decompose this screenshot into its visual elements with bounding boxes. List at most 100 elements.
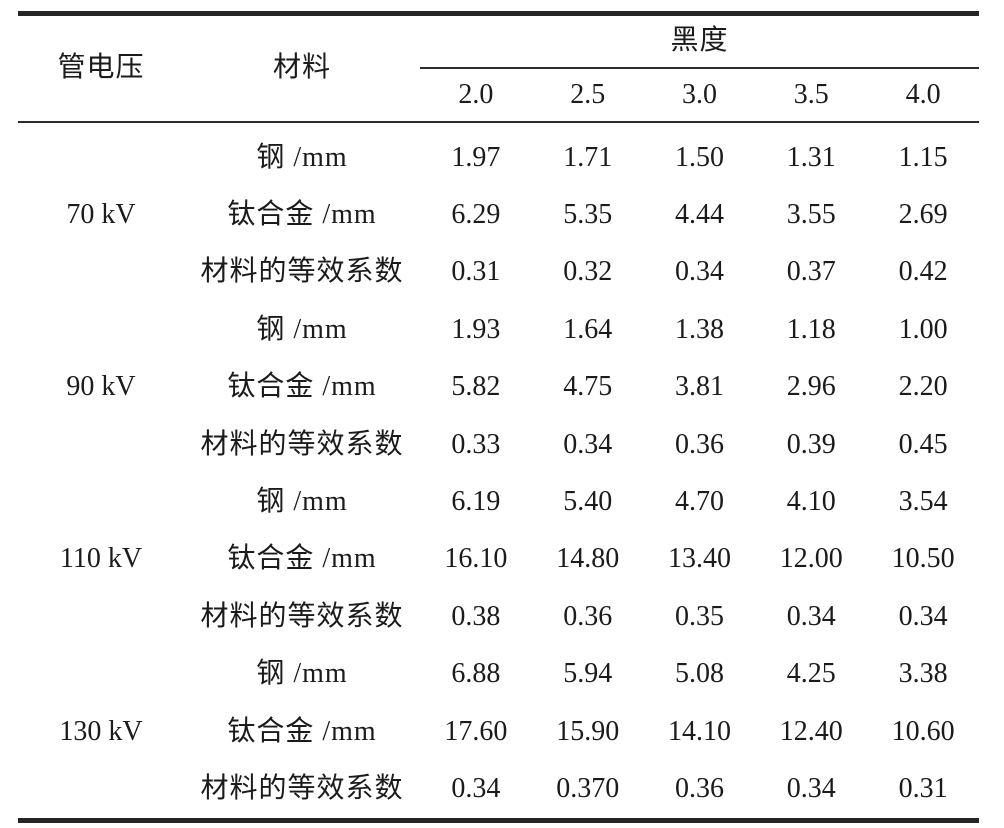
value-cell: 0.38 [451,600,501,632]
header-density-level: 3.0 [681,78,717,110]
value-cell: 5.82 [451,371,501,403]
value-cell: 1.31 [786,141,836,173]
table-row: 钛合金 /mm 5.82 4.75 3.81 2.96 2.20 [18,359,979,416]
value-cell: 0.45 [898,428,948,460]
value-cell: 0.34 [563,428,613,460]
value-cell: 5.08 [674,658,724,690]
table-row: 110 kV 钢 /mm 6.19 5.40 4.70 4.10 3.54 [18,473,979,574]
table-row: 材料的等效系数 0.38 0.36 0.35 0.34 0.34 [18,588,979,645]
value-cell: 0.34 [898,600,948,632]
table-row: 130 kV 钢 /mm 6.88 5.94 5.08 4.25 3.38 [18,646,979,746]
value-cell: 1.50 [674,141,724,173]
value-cell: 4.10 [786,485,836,517]
material-cell: 钢 /mm [256,141,348,173]
value-cell: 0.31 [451,256,501,288]
header-density-level: 3.5 [793,78,829,110]
value-cell: 0.34 [674,256,724,288]
value-cell: 0.31 [898,772,948,804]
value-cell: 12.00 [779,543,843,575]
table-row: 钛合金 /mm 6.29 5.35 4.44 3.55 2.69 [18,186,979,243]
header-density-group: 黑度 [420,13,980,69]
value-cell: 3.38 [898,658,948,690]
value-cell: 10.50 [891,543,955,575]
header-density-level: 2.0 [458,78,494,110]
material-cell: 材料的等效系数 [200,428,404,460]
header-row-levels: 2.0 2.5 3.0 3.5 4.0 [18,68,979,122]
header-voltage: 管电压 [57,52,145,84]
value-cell: 1.38 [674,313,724,345]
value-cell: 6.29 [451,198,501,230]
value-cell: 4.44 [674,198,724,230]
value-cell: 0.36 [674,772,724,804]
material-cell: 钛合金 /mm [227,371,377,403]
material-cell: 钢 /mm [256,485,348,517]
value-cell: 17.60 [444,715,508,747]
material-cell: 材料的等效系数 [200,772,404,804]
value-cell: 0.36 [563,600,613,632]
value-cell: 1.00 [898,313,948,345]
value-cell: 0.34 [786,772,836,804]
value-cell: 1.18 [786,313,836,345]
header-density-level: 4.0 [905,78,941,110]
value-cell: 3.81 [674,371,724,403]
density-equivalence-table: 管电压 材料 黑度 2.0 2.5 3.0 3.5 4.0 70 kV 钢 /m… [18,11,980,823]
value-cell: 4.75 [563,371,613,403]
header-row-top: 管电压 材料 黑度 [18,13,980,83]
voltage-cell: 90 kV [66,371,136,403]
value-cell: 0.370 [556,772,620,804]
material-cell: 钛合金 /mm [227,543,377,575]
value-cell: 0.36 [674,428,724,460]
value-cell: 3.55 [786,198,836,230]
material-cell: 材料的等效系数 [200,600,404,632]
value-cell: 13.40 [667,543,731,575]
value-cell: 0.39 [786,428,836,460]
value-cell: 4.25 [786,658,836,690]
table-row: 材料的等效系数 0.34 0.370 0.36 0.34 0.31 [18,760,979,820]
table-row: 材料的等效系数 0.31 0.32 0.34 0.37 0.42 [18,244,979,301]
value-cell: 2.20 [898,371,948,403]
value-cell: 12.40 [779,715,843,747]
material-cell: 材料的等效系数 [200,256,404,288]
table-row: 钛合金 /mm 17.60 15.90 14.10 12.40 10.60 [18,703,979,760]
value-cell: 6.19 [451,485,501,517]
value-cell: 1.64 [563,313,613,345]
table-header: 管电压 材料 黑度 2.0 2.5 3.0 3.5 4.0 [18,13,980,122]
header-density-level: 2.5 [570,78,606,110]
material-cell: 钢 /mm [256,313,348,345]
value-cell: 0.33 [451,428,501,460]
value-cell: 5.40 [563,485,613,517]
value-cell: 1.71 [563,141,613,173]
table-row: 90 kV 钢 /mm 1.93 1.64 1.38 1.18 1.00 [18,301,979,402]
value-cell: 0.37 [786,256,836,288]
value-cell: 2.69 [898,198,948,230]
header-material: 材料 [272,52,331,84]
value-cell: 4.70 [674,485,724,517]
table-row: 70 kV 钢 /mm 1.97 1.71 1.50 1.31 1.15 [18,122,979,230]
value-cell: 5.35 [563,198,613,230]
value-cell: 5.94 [563,658,613,690]
value-cell: 1.15 [898,141,948,173]
value-cell: 3.54 [898,485,948,517]
table-row: 钛合金 /mm 16.10 14.80 13.40 12.00 10.50 [18,531,979,588]
material-cell: 钛合金 /mm [227,198,377,230]
value-cell: 15.90 [556,715,620,747]
value-cell: 14.10 [667,715,731,747]
value-cell: 1.93 [451,313,501,345]
voltage-cell: 110 kV [59,543,143,575]
voltage-cell: 70 kV [66,198,136,230]
material-cell: 钢 /mm [256,658,348,690]
value-cell: 10.60 [891,715,955,747]
value-cell: 2.96 [786,371,836,403]
value-cell: 0.32 [563,256,613,288]
value-cell: 14.80 [556,543,620,575]
material-cell: 钛合金 /mm [227,715,377,747]
value-cell: 16.10 [444,543,508,575]
table-body: 70 kV 钢 /mm 1.97 1.71 1.50 1.31 1.15 钛合金… [18,122,979,820]
value-cell: 0.35 [674,600,724,632]
value-cell: 0.34 [786,600,836,632]
value-cell: 6.88 [451,658,501,690]
value-cell: 1.97 [451,141,501,173]
value-cell: 0.42 [898,256,948,288]
value-cell: 0.34 [451,772,501,804]
